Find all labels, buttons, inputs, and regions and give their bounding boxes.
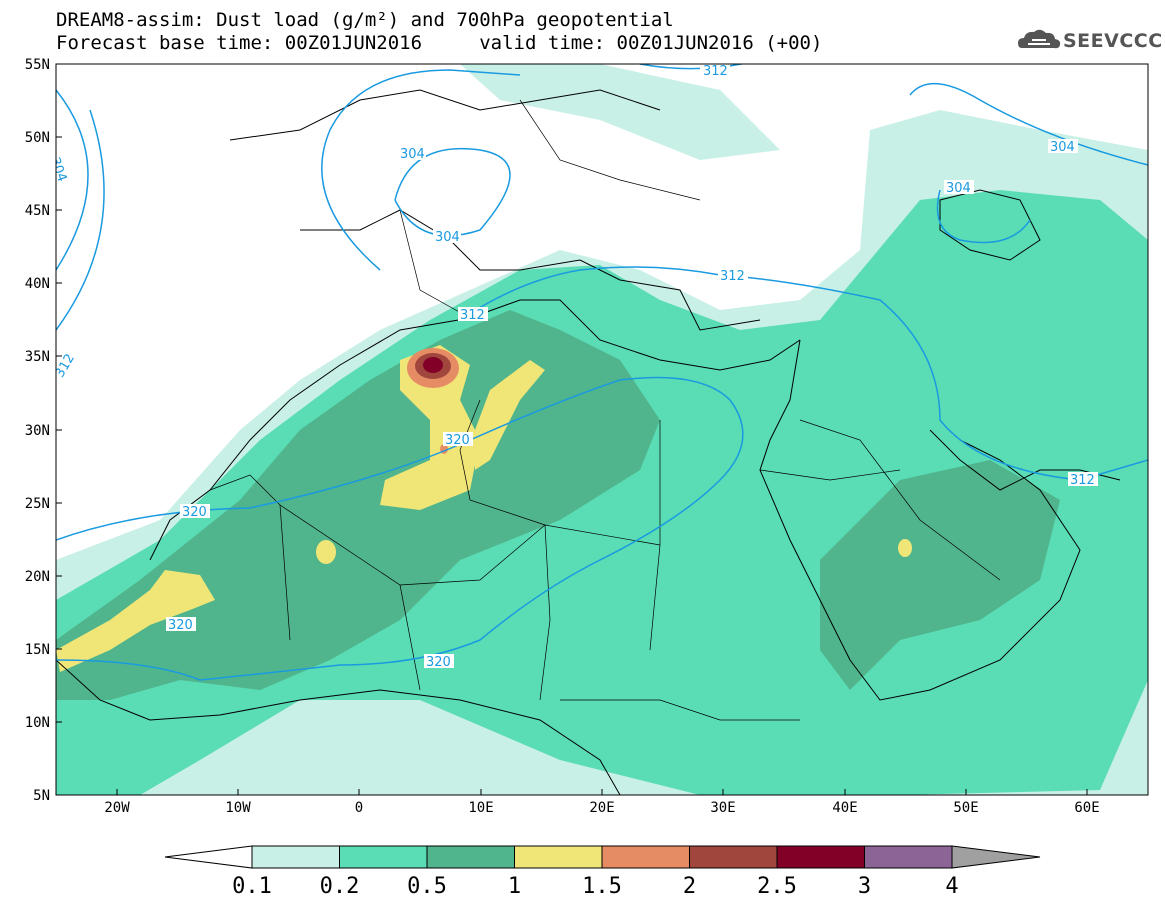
contour-label: 304 [1050, 140, 1075, 155]
colorbar-swatch [426, 845, 515, 869]
colorbar-legend: 0.1 0.2 0.5 1 1.5 2 2.5 3 4 [164, 845, 1041, 899]
contour-label-box [433, 229, 461, 243]
contour-label: 312 [1070, 473, 1095, 488]
country-borders [209, 99, 1001, 721]
contour-304-europe [321, 69, 521, 271]
contour-312-med [459, 266, 1148, 481]
geopotential-contours [56, 64, 1148, 681]
colorbar-swatch [339, 845, 428, 869]
lat-label: 20N [25, 569, 50, 585]
map-title: DREAM8-assim: Dust load (g/m²) and 700hP… [56, 9, 674, 31]
lat-label: 30N [25, 423, 50, 439]
lon-label: 0 [355, 800, 363, 816]
seevccc-logo: SEEVCCC [1016, 26, 1162, 56]
lon-label: 20W [104, 800, 130, 816]
colorbar-swatch [601, 845, 690, 869]
lat-label: 40N [25, 276, 50, 292]
lon-label: 10W [225, 800, 251, 816]
contour-320-sahara [56, 376, 744, 681]
colorbar-label: 0.2 [320, 874, 360, 899]
colorbar-label: 2.5 [757, 874, 797, 899]
latitude-ticks [56, 136, 62, 723]
colorbar-label: 1 [508, 874, 521, 899]
colorbar-swatch [689, 845, 778, 869]
lat-label: 25N [25, 496, 50, 512]
lon-label: 30E [710, 800, 735, 816]
contour-label-box [1048, 139, 1078, 153]
contour-label: 320 [168, 618, 193, 633]
contour-304-atlantic [56, 89, 89, 271]
dust-band-1-arabia [898, 539, 912, 557]
lon-label: 40E [832, 800, 857, 816]
colorbar-swatch [251, 845, 340, 869]
lon-label: 60E [1074, 800, 1099, 816]
contour-label-box [398, 146, 426, 160]
colorbar-label: 0.5 [407, 874, 447, 899]
dust-band-1-algeria [380, 345, 480, 510]
dust-band-1-mauritania [56, 570, 215, 672]
dust-band-0.1-north [460, 64, 780, 160]
contour-label: 312 [703, 64, 728, 79]
contour-label-box [458, 307, 488, 321]
contour-304-caspian [936, 189, 1031, 244]
colorbar-swatch [864, 845, 953, 869]
contour-label-box [1068, 472, 1098, 486]
contour-label: 304 [946, 181, 971, 196]
dust-band-1-tunisia [475, 360, 545, 470]
contour-label: 320 [426, 655, 451, 670]
contour-304-east [909, 83, 1148, 166]
longitude-ticks [116, 789, 1088, 795]
colorbar-label: 4 [945, 874, 958, 899]
colorbar-arrow-high [951, 845, 1041, 869]
lon-label: 20E [589, 800, 614, 816]
dust-load-field: 312 304 304 304 304 312 312 312 320 320 … [56, 64, 1148, 795]
contour-label: 304 [435, 230, 460, 245]
contour-label-box [700, 64, 730, 77]
colorbar-label: 2 [683, 874, 696, 899]
longitude-axis: 20W 10W 0 10E 20E 30E 40E 50E 60E [104, 800, 1099, 816]
colorbar-swatch [514, 845, 603, 869]
latitude-axis: 55N 50N 45N 40N 35N 30N 25N 20N 15N 10N … [25, 57, 50, 804]
lat-label: 15N [25, 642, 50, 658]
contour-label: 320 [445, 433, 470, 448]
contour-label-box [718, 268, 748, 282]
lat-label: 45N [25, 203, 50, 219]
lon-label: 50E [953, 800, 978, 816]
dust-band-0.5-arabia [820, 460, 1060, 690]
lat-label: 10N [25, 715, 50, 731]
contour-label-box [443, 432, 473, 446]
colorbar-label: 0.1 [232, 874, 272, 899]
dust-band-2.5 [423, 357, 443, 373]
contour-label: 312 [460, 308, 485, 323]
colorbar-arrow-low [164, 845, 253, 869]
logo-text: SEEVCCC [1063, 30, 1163, 52]
contour-label: 304 [400, 147, 425, 162]
lat-label: 55N [25, 57, 50, 73]
dust-band-1-mali [316, 540, 336, 564]
lat-label: 50N [25, 130, 50, 146]
contour-label-box [166, 617, 196, 631]
contour-label: 312 [720, 269, 745, 284]
colorbar-swatch [776, 845, 865, 869]
contour-label-box [180, 504, 210, 518]
colorbar-label: 1.5 [582, 874, 622, 899]
contour-label-box [424, 654, 454, 668]
cloud-icon [1018, 29, 1061, 49]
forecast-time-subtitle: Forecast base time: 00Z01JUN2016 valid t… [56, 32, 823, 54]
lon-label: 10E [468, 800, 493, 816]
contour-labels: 312 304 304 304 304 312 312 312 320 320 … [56, 64, 1098, 670]
contour-label: 320 [182, 505, 207, 520]
colorbar-label: 3 [858, 874, 871, 899]
coastlines [56, 89, 1121, 795]
lat-label: 5N [33, 788, 50, 804]
lat-label: 35N [25, 349, 50, 365]
contour-label-box [944, 180, 974, 194]
contour-312-uk [56, 109, 105, 331]
